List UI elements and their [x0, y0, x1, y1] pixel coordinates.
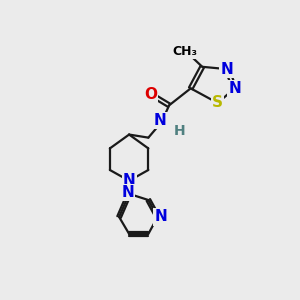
Text: N: N	[228, 81, 241, 96]
Text: N: N	[121, 185, 134, 200]
Text: N: N	[154, 209, 167, 224]
Text: N: N	[220, 61, 233, 76]
Text: N: N	[154, 113, 166, 128]
Text: H: H	[174, 124, 186, 139]
Text: CH₃: CH₃	[173, 45, 198, 58]
Text: O: O	[144, 87, 157, 102]
Text: S: S	[212, 95, 223, 110]
Text: N: N	[123, 173, 136, 188]
